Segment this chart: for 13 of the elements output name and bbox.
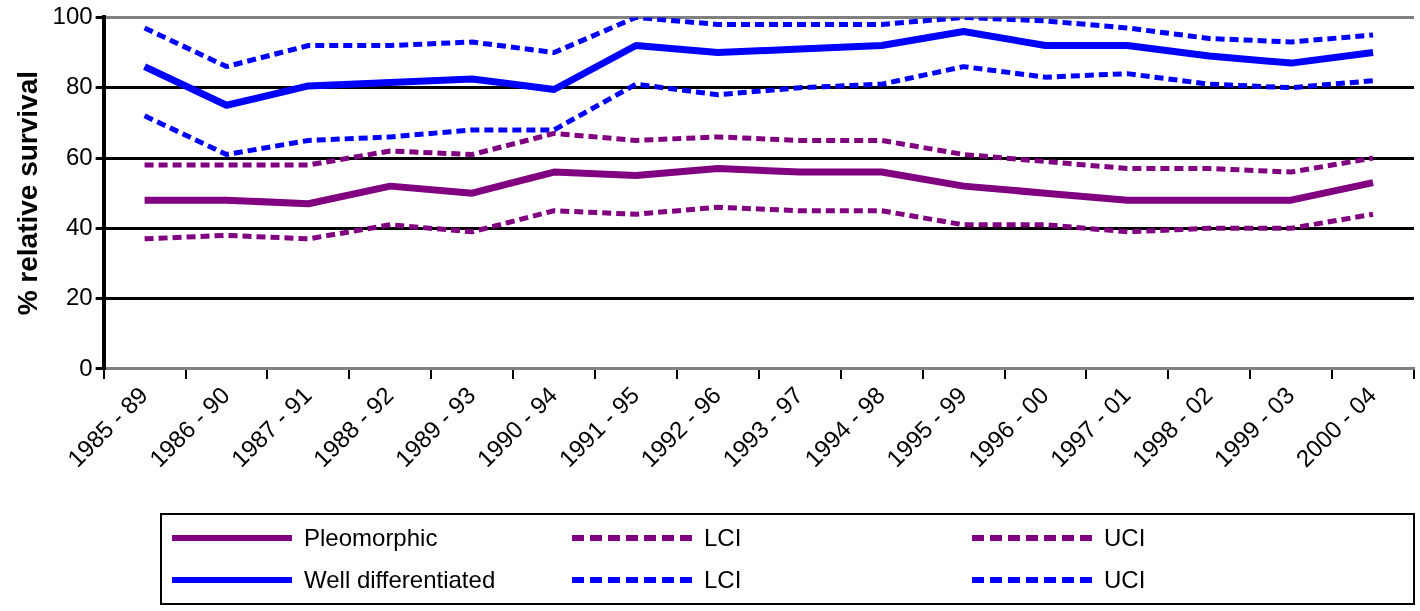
y-tick-label: 60 — [65, 142, 93, 170]
y-tick-label: 0 — [79, 353, 93, 381]
legend-label: Pleomorphic — [304, 524, 438, 552]
y-tick-label: 40 — [65, 212, 93, 240]
legend-label: UCI — [1104, 566, 1146, 594]
y-axis-title: % relative survival — [11, 70, 43, 316]
y-tick-label: 100 — [52, 2, 93, 30]
legend-label: Well differentiated — [304, 566, 496, 594]
y-tick-label: 20 — [65, 283, 93, 311]
legend-label: UCI — [1104, 524, 1146, 552]
legend-label: LCI — [704, 524, 742, 552]
y-tick-label: 80 — [65, 72, 93, 100]
legend-label: LCI — [704, 566, 742, 594]
